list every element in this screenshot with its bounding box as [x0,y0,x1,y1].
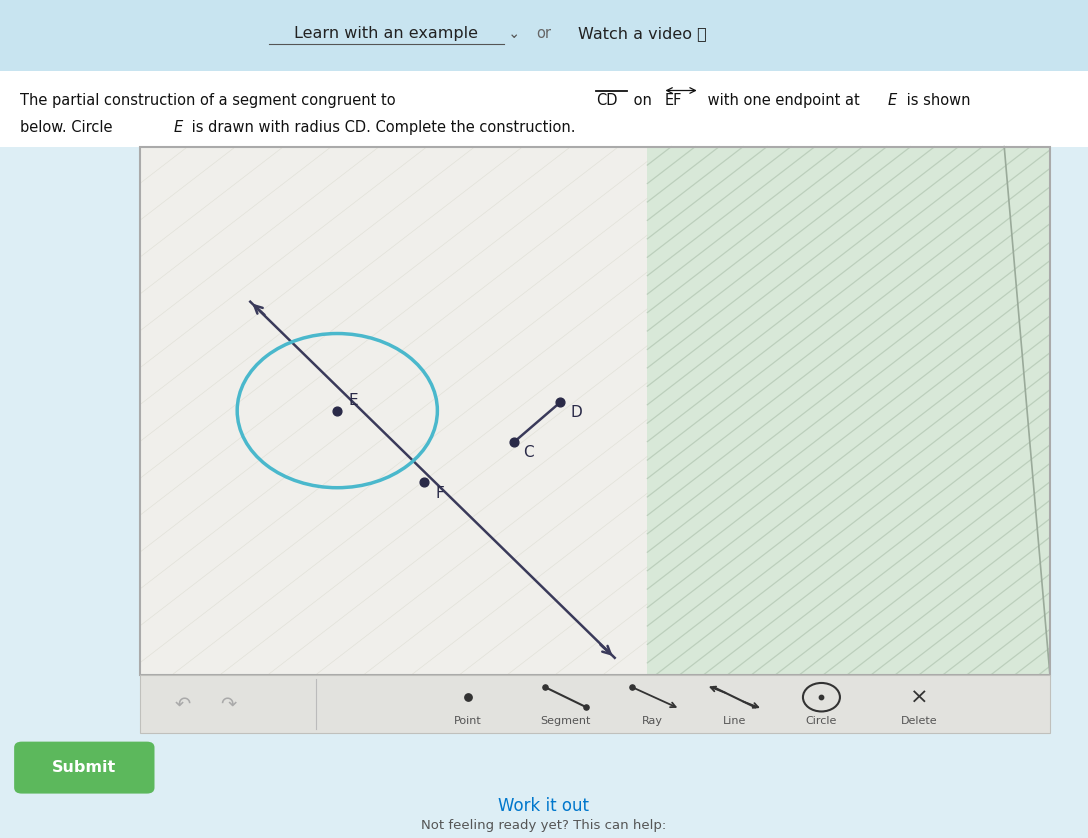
Text: The partial construction of a segment congruent to: The partial construction of a segment co… [20,93,399,108]
Text: ⌄: ⌄ [504,27,520,40]
Text: Delete: Delete [901,716,938,726]
Text: EF: EF [665,93,682,108]
Point [578,701,595,714]
Point [416,475,433,489]
Text: on: on [629,93,656,108]
FancyBboxPatch shape [14,742,154,794]
Point [813,691,830,704]
Text: with one endpoint at: with one endpoint at [703,93,864,108]
Text: ×: × [910,687,929,707]
Text: or: or [536,26,552,41]
Text: E: E [348,393,358,408]
Point [329,404,346,417]
Text: Line: Line [722,716,746,726]
Text: Point: Point [454,716,482,726]
Text: ↶: ↶ [174,695,191,713]
Text: Work it out: Work it out [498,797,590,815]
Point [459,691,477,704]
Text: is shown: is shown [902,93,970,108]
FancyBboxPatch shape [647,147,1050,675]
FancyBboxPatch shape [139,147,647,675]
FancyBboxPatch shape [0,71,1088,147]
Point [505,436,522,449]
Text: E: E [888,93,898,108]
Point [623,680,641,694]
Text: F: F [435,486,444,501]
Text: E: E [174,120,184,135]
Text: is drawn with radius CD. Complete the construction.: is drawn with radius CD. Complete the co… [187,120,576,135]
Text: ↷: ↷ [220,695,237,713]
Text: Segment: Segment [541,716,591,726]
Point [552,396,569,409]
FancyBboxPatch shape [139,147,1050,675]
Text: below. Circle: below. Circle [20,120,116,135]
Text: Ray: Ray [642,716,664,726]
Text: D: D [570,405,582,420]
Point [536,680,554,694]
Text: Not feeling ready yet? This can help:: Not feeling ready yet? This can help: [421,819,667,832]
Text: C: C [523,445,534,460]
Text: Submit: Submit [52,760,116,775]
Text: Learn with an example: Learn with an example [294,26,479,41]
Text: Watch a video ⓘ: Watch a video ⓘ [578,26,706,41]
FancyBboxPatch shape [0,0,1088,71]
FancyBboxPatch shape [139,675,1050,733]
Text: Circle: Circle [806,716,837,726]
Text: CD: CD [596,93,618,108]
